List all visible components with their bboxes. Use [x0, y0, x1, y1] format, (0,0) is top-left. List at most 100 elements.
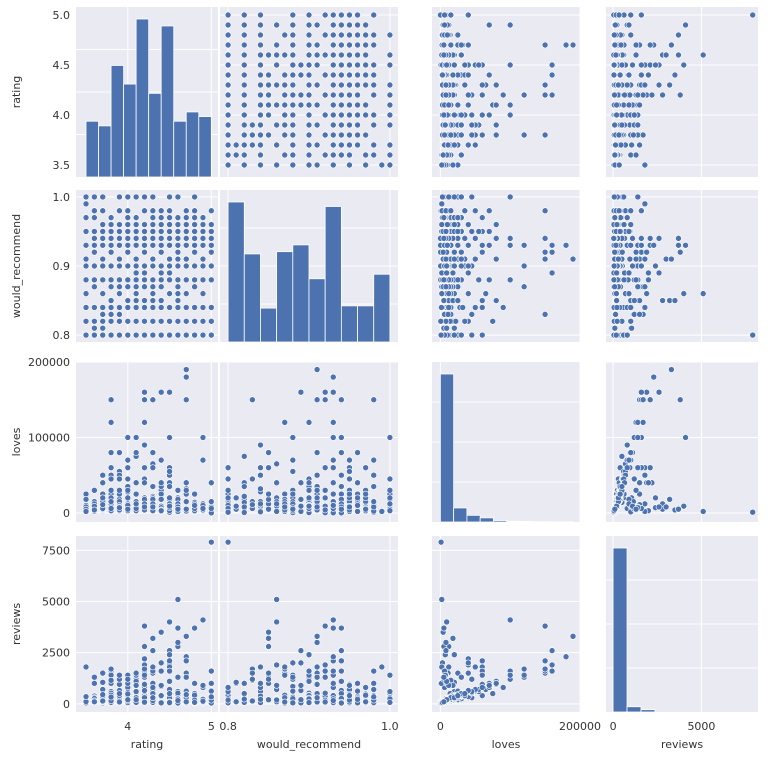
scatter-point [321, 494, 329, 502]
scatter-point [329, 680, 337, 687]
scatter-point [680, 290, 688, 297]
scatter-point [346, 31, 353, 39]
scatter-point [265, 51, 272, 59]
scatter-point [82, 193, 90, 201]
scatter-point [386, 434, 394, 441]
scatter-point [141, 221, 148, 228]
scatter-point [297, 659, 305, 667]
scatter-point [499, 304, 507, 311]
scatter-point [305, 678, 313, 685]
scatter-point [116, 487, 123, 494]
scatter-point [289, 11, 297, 19]
scatter-point [224, 61, 232, 69]
scatter-point [191, 207, 198, 215]
scatter-point [386, 111, 394, 119]
scatter-point [438, 200, 446, 208]
scatter-point [438, 161, 446, 169]
scatter-point [451, 221, 458, 228]
scatter-point [439, 248, 447, 256]
scatter-point [240, 493, 248, 500]
scatter-point [506, 241, 514, 249]
scatter-point [265, 669, 272, 677]
scatter-point [506, 21, 514, 29]
scatter-point [191, 214, 198, 221]
scatter-point [281, 503, 289, 511]
scatter-point [520, 241, 528, 249]
scatter-point [99, 324, 107, 332]
scatter-point [346, 41, 353, 49]
scatter-point [458, 111, 465, 119]
scatter-point [478, 248, 486, 256]
scatter-point [257, 41, 264, 49]
scatter-point [132, 255, 140, 263]
scatter-point [370, 498, 378, 505]
scatter-point [240, 161, 248, 169]
scatter-point [440, 214, 448, 221]
scatter-point [346, 490, 353, 498]
scatter-point [166, 276, 173, 284]
y-tick-label-rating: 3.5 [53, 159, 71, 172]
scatter-point [305, 419, 313, 426]
scatter-point [442, 283, 450, 291]
scatter-point [141, 388, 148, 396]
scatter-point [107, 276, 115, 284]
scatter-point [124, 304, 132, 311]
scatter-point [182, 235, 190, 242]
scatter-point [116, 241, 123, 249]
scatter-point [442, 647, 450, 654]
scatter-point [438, 290, 446, 297]
scatter-point [182, 366, 190, 373]
scatter-point [662, 503, 670, 511]
scatter-point [124, 221, 132, 228]
scatter-point [99, 255, 107, 263]
scatter-point [478, 131, 486, 139]
scatter-point [224, 538, 232, 546]
scatter-point [149, 255, 157, 263]
scatter-point [447, 11, 455, 19]
scatter-point [305, 161, 313, 169]
scatter-point [485, 21, 493, 29]
scatter-point [99, 207, 107, 215]
y-axis-label-loves: loves [10, 427, 23, 456]
scatter-point [639, 396, 647, 404]
scatter-point [141, 622, 148, 630]
scatter-point [191, 262, 198, 270]
scatter-point [132, 449, 140, 456]
scatter-point [461, 317, 469, 325]
scatter-point [630, 111, 638, 119]
scatter-point [386, 161, 394, 169]
scatter-point [224, 11, 232, 19]
scatter-point [338, 647, 345, 654]
panel-rating-vs-loves [432, 7, 581, 177]
scatter-point [174, 697, 182, 704]
scatter-point [141, 276, 148, 284]
scatter-point [499, 91, 507, 99]
scatter-point [208, 304, 215, 311]
scatter-point [289, 151, 297, 159]
scatter-point [548, 61, 556, 69]
scatter-point [618, 61, 626, 69]
scatter-point [659, 91, 666, 99]
scatter-point [305, 699, 313, 706]
scatter-point [91, 262, 98, 270]
hist-bar-rating-3 [123, 83, 137, 178]
x-tick-label-loves: 0 [437, 720, 444, 733]
scatter-point [132, 434, 140, 441]
scatter-point [107, 228, 115, 235]
scatter-point [141, 317, 148, 325]
scatter-point [444, 141, 452, 149]
scatter-point [454, 241, 462, 249]
scatter-point [141, 228, 148, 235]
scatter-point [99, 691, 107, 698]
scatter-point [458, 673, 465, 681]
scatter-point [454, 214, 462, 221]
scatter-point [208, 235, 215, 242]
scatter-point [224, 141, 232, 149]
scatter-point [289, 673, 297, 681]
scatter-point [638, 241, 645, 249]
scatter-point [485, 276, 493, 284]
scatter-point [378, 663, 386, 671]
scatter-point [362, 101, 369, 109]
scatter-point [99, 501, 107, 508]
scatter-point [461, 61, 469, 69]
